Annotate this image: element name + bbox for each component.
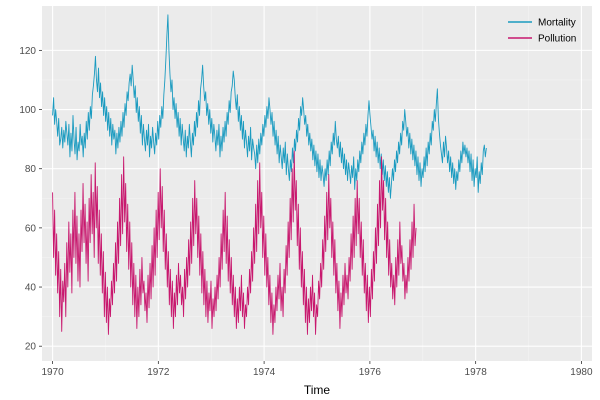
y-tick-label: 40 (25, 283, 37, 294)
series-line-pollution (52, 150, 417, 335)
legend-label-pollution: Pollution (538, 34, 576, 45)
x-axis-title: Time (304, 383, 331, 397)
x-tick-label: 1972 (147, 367, 170, 378)
x-tick-label: 1970 (41, 367, 64, 378)
series-layer (52, 14, 487, 335)
y-tick-label: 60 (25, 223, 37, 234)
y-tick-label: 100 (19, 105, 36, 116)
legend-label-mortality: Mortality (538, 18, 576, 29)
y-tick-label: 80 (25, 164, 37, 175)
legend: Mortality Pollution (508, 18, 576, 45)
x-tick-label: 1978 (465, 367, 488, 378)
series-line-mortality (52, 14, 487, 199)
x-tick-label: 1974 (253, 367, 276, 378)
x-tick-label: 1976 (359, 367, 382, 378)
y-tick-label: 20 (25, 342, 37, 353)
y-tick-label: 120 (19, 46, 36, 57)
x-tick-label: 1980 (570, 367, 593, 378)
axes: 20 40 60 80 100 120 1970 1972 1974 1976 1978 1980 (19, 46, 593, 378)
